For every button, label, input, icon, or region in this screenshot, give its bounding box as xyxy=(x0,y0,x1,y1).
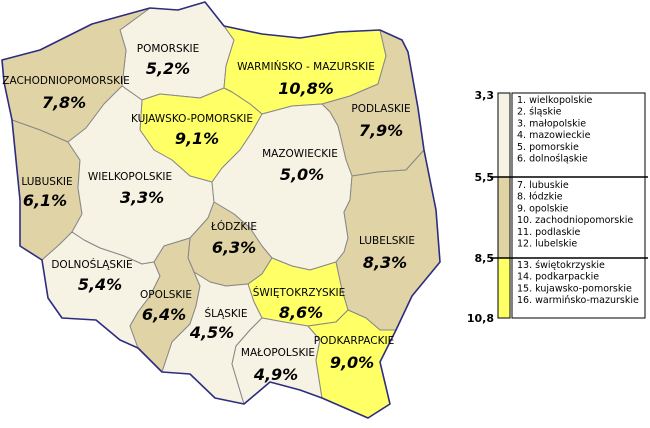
region-name-wielkopolskie: WIELKOPOLSKIE xyxy=(88,171,172,183)
region-value-zachodniopomorskie: 7,8% xyxy=(42,93,86,112)
region-name-lubuskie: LUBUSKIE xyxy=(21,176,72,188)
poland-map: POMORSKIE 5,2% ZACHODNIOPOMORSKIE 7,8% WARMI… xyxy=(1,1,441,419)
legend-item: 4. mazowieckie xyxy=(517,130,591,141)
legend-item: 13. świętokrzyskie xyxy=(517,260,605,271)
region-name-opolskie: OPOLSKIE xyxy=(140,289,192,301)
region-name-podkarpackie: PODKARPACKIE xyxy=(314,335,394,347)
region-name-zachodniopomorskie: ZACHODNIOPOMORSKIE xyxy=(2,75,129,87)
region-value-swietokrzyskie: 8,6% xyxy=(279,303,323,322)
region-name-warminsko-mazurskie: WARMIŃSKO - MAZURSKIE xyxy=(237,60,375,73)
region-name-mazowieckie: MAZOWIECKIE xyxy=(262,148,338,160)
region-name-swietokrzyskie: ŚWIĘTOKRZYSKIE xyxy=(253,286,346,299)
legend-list-box-1 xyxy=(511,92,646,178)
legend-item: 8. łódzkie xyxy=(517,192,563,203)
legend-bar-high xyxy=(497,257,511,319)
region-value-podkarpackie: 9,0% xyxy=(330,353,374,372)
region-value-malopolskie: 4,9% xyxy=(253,365,298,384)
region-name-malopolskie: MAŁOPOLSKIE xyxy=(241,347,315,359)
legend-item: 15. kujawsko-pomorskie xyxy=(517,283,632,294)
legend-item: 10. zachodniopomorskie xyxy=(517,215,633,226)
legend-item: 3. małopolskie xyxy=(517,118,586,129)
legend-tick-3: 10,8 xyxy=(467,312,494,325)
country-border xyxy=(1,1,441,419)
region-value-slaskie: 4,5% xyxy=(189,323,234,342)
legend-tick-0: 3,3 xyxy=(475,89,495,102)
region-value-mazowieckie: 5,0% xyxy=(280,165,324,184)
legend-item: 1. wielkopolskie xyxy=(517,95,593,106)
legend-item: 6. dolnośląskie xyxy=(517,154,588,165)
legend-item: 7. lubuskie xyxy=(517,180,569,191)
legend-tick-2: 8,5 xyxy=(475,252,495,265)
region-value-lubuskie: 6,1% xyxy=(23,191,67,210)
legend-bar-low xyxy=(497,92,511,178)
region-value-podlaskie: 7,9% xyxy=(359,121,403,140)
region-value-lubelskie: 8,3% xyxy=(363,253,407,272)
legend-tick-1: 5,5 xyxy=(475,171,495,184)
region-name-dolnoslaskie: DOLNOŚLĄSKIE xyxy=(51,258,132,271)
legend-item: 9. opolskie xyxy=(517,203,568,214)
legend-item: 11. podlaskie xyxy=(517,227,581,238)
region-value-wielkopolskie: 3,3% xyxy=(120,188,164,207)
legend-list-box-3 xyxy=(511,257,646,319)
legend-item: 5. pomorskie xyxy=(517,142,579,153)
legend-item: 2. śląskie xyxy=(517,107,562,118)
legend-item: 14. podkarpackie xyxy=(517,272,599,283)
region-name-slaskie: ŚLĄSKIE xyxy=(205,307,248,320)
legend-item: 12. lubelskie xyxy=(517,239,577,250)
region-name-pomorskie: POMORSKIE xyxy=(137,43,200,55)
region-value-lodzkie: 6,3% xyxy=(212,238,256,257)
region-value-opolskie: 6,4% xyxy=(142,305,186,324)
region-name-lubelskie: LUBELSKIE xyxy=(359,235,415,247)
region-value-warminsko-mazurskie: 10,8% xyxy=(278,79,334,98)
legend-list-box-2 xyxy=(511,176,646,259)
region-value-kujawsko-pomorskie: 9,1% xyxy=(175,129,219,148)
legend-item: 16. warmińsko-mazurskie xyxy=(517,295,639,306)
region-name-lodzkie: ŁÓDZKIE xyxy=(210,220,257,233)
region-name-podlaskie: PODLASKIE xyxy=(351,103,410,115)
region-value-dolnoslaskie: 5,4% xyxy=(78,275,122,294)
legend-bar-mid xyxy=(497,176,511,259)
region-name-kujawsko-pomorskie: KUJAWSKO-POMORSKIE xyxy=(131,113,253,125)
region-value-pomorskie: 5,2% xyxy=(146,59,190,78)
